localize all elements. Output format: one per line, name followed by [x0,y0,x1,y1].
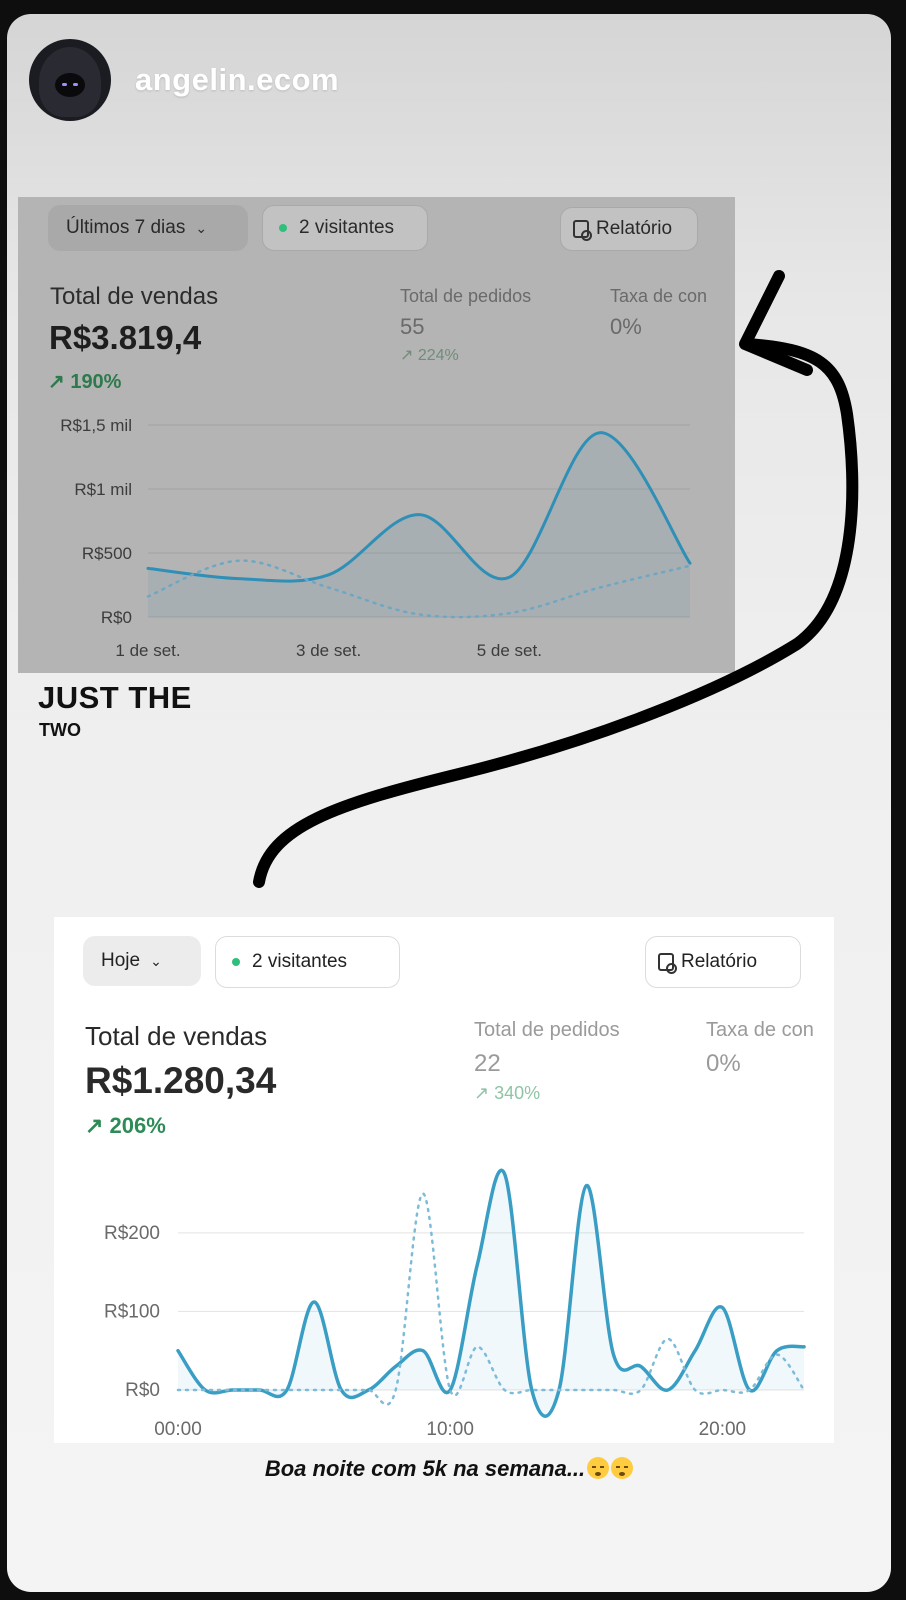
x-tick-label: 20:00 [699,1419,747,1440]
report-icon [658,953,677,974]
visitors-label: 2 visitantes [252,951,348,972]
live-dot-icon [279,224,287,232]
caption-text: Boa noite com 5k na semana... [264,1456,586,1481]
date-range-label: Hoje [101,950,141,971]
orders-change: ↗ 340% [474,1083,541,1103]
y-tick-label: R$500 [82,544,132,563]
y-tick-label: R$0 [101,608,132,627]
visitors-badge[interactable]: 2 visitantes [215,936,400,988]
x-tick-label: 1 de set. [115,641,180,660]
conversion-value: 0% [610,314,642,339]
y-tick-label: R$0 [125,1380,160,1401]
sticker-two: TWO [39,720,81,740]
dashboard-screenshot-today: Hoje ⌄ 2 visitantes Relatório Total de v… [54,917,834,1443]
report-button[interactable]: Relatório [645,936,801,988]
series-area [148,432,690,617]
report-button[interactable]: Relatório [560,207,698,251]
sales-value: R$1.280,34 [85,1060,277,1101]
x-tick-label: 10:00 [426,1419,474,1440]
report-label: Relatório [596,218,673,239]
y-tick-label: R$1,5 mil [60,416,132,435]
orders-value: 22 [474,1050,501,1077]
conversion-title: Taxa de con [706,1019,814,1041]
sales-chart-week: R$0 R$500 R$1 mil R$1,5 mil 1 de set. 3 de se… [60,416,692,660]
report-label: Relatório [681,951,758,972]
x-tick-label: 5 de set. [477,641,542,660]
series-line [176,1168,806,1418]
story-caption: Boa noite com 5k na semana... [7,1456,891,1482]
report-icon [573,220,592,241]
orders-value: 55 [400,314,425,339]
sales-title: Total de vendas [50,283,219,310]
date-range-dropdown[interactable]: Últimos 7 dias ⌄ [48,205,248,251]
sales-value: R$3.819,4 [49,319,202,356]
conversion-value: 0% [706,1050,741,1077]
sleeping-face-emoji-icon [587,1457,610,1479]
y-tick-label: R$200 [104,1223,160,1244]
orders-title: Total de pedidos [474,1019,620,1041]
chevron-down-icon: ⌄ [195,219,208,236]
visitors-badge[interactable]: 2 visitantes [262,205,428,251]
sales-chart-today: R$0 R$100 R$200 00:00 10:00 20:00 [104,1168,806,1440]
username[interactable]: angelin.ecom [135,62,340,97]
avatar-eye-left [62,83,67,86]
series-area [178,1170,804,1417]
visitors-label: 2 visitantes [299,217,395,238]
sleeping-face-emoji-icon [611,1457,634,1479]
date-range-label: Últimos 7 dias [66,217,186,238]
y-tick-label: R$100 [104,1301,160,1322]
sales-change: ↗ 206% [85,1113,166,1138]
y-tick-label: R$1 mil [74,480,132,499]
dashboard-screenshot-week: Últimos 7 dias ⌄ 2 visitantes Relatório … [18,197,735,673]
conversion-title: Taxa de con [610,286,708,306]
sales-change: ↗ 190% [48,371,122,393]
avatar[interactable] [29,39,111,121]
arrow-head [739,270,813,376]
live-dot-icon [232,958,240,966]
avatar-eye-right [73,83,78,86]
sticker-just-the: JUST THE [38,680,192,715]
chevron-down-icon: ⌄ [150,952,162,969]
orders-title: Total de pedidos [400,286,532,306]
date-range-dropdown[interactable]: Hoje ⌄ [83,936,201,986]
x-tick-label: 00:00 [154,1419,202,1440]
x-tick-label: 3 de set. [296,641,361,660]
story-header: angelin.ecom [29,38,339,122]
avatar-face [55,73,85,97]
story-card: angelin.ecom Últimos 7 dias ⌄ 2 visitant… [7,14,891,1592]
sales-title: Total de vendas [85,1021,268,1051]
comparison-line [176,1192,806,1406]
